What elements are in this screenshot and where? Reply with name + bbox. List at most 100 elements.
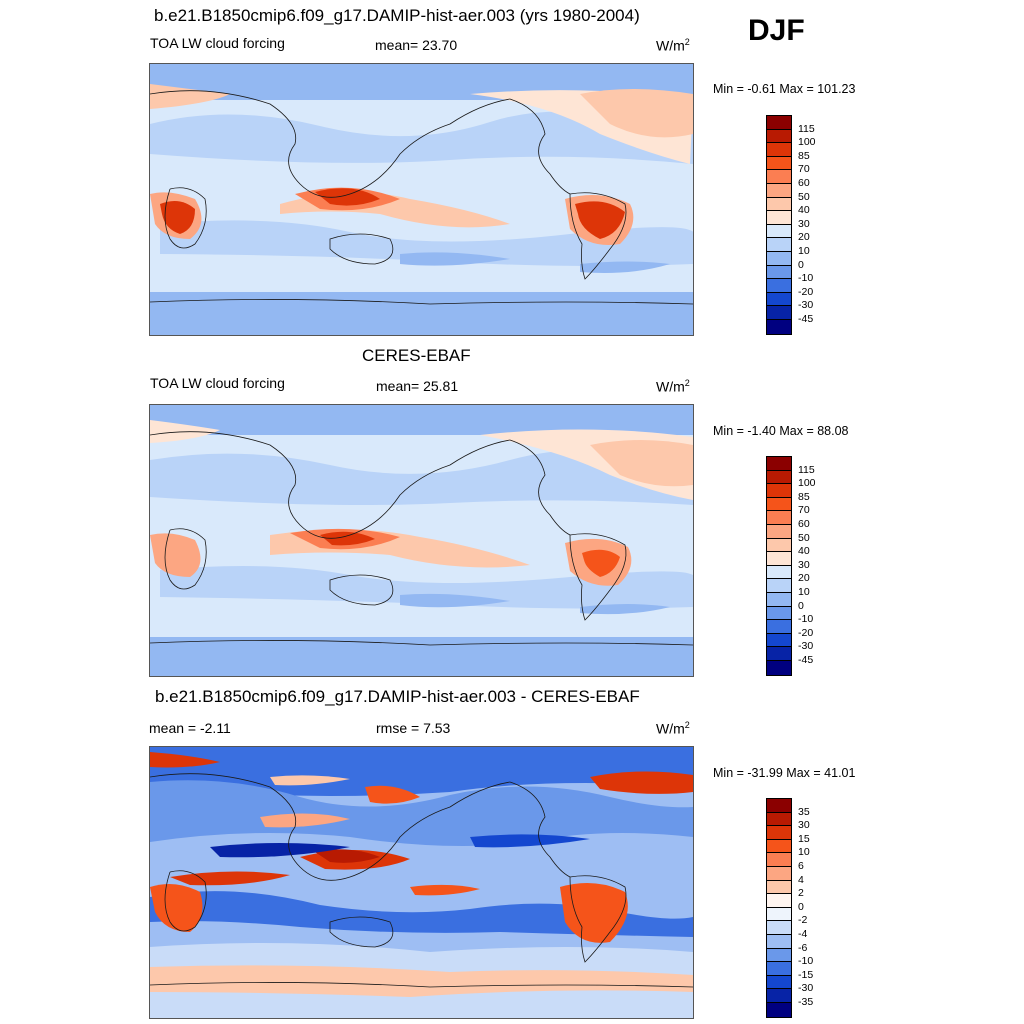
colorbar-tick-label: 10 xyxy=(798,245,810,257)
colorbar-tick-label: -35 xyxy=(798,996,814,1008)
colorbar-tick-label: 4 xyxy=(798,873,804,886)
colorbar-tick-label: -2 xyxy=(798,914,808,927)
colorbar-swatch xyxy=(767,224,791,239)
colorbar-swatch xyxy=(767,170,791,184)
colorbar-swatch xyxy=(767,538,791,553)
colorbar-swatch xyxy=(767,948,791,963)
panel1-minmax: Min = -0.61 Max = 101.23 xyxy=(713,82,856,96)
colorbar-tick-label: 30 xyxy=(798,558,810,571)
panel2-units: W/m2 xyxy=(656,378,690,395)
colorbar-tick-label: -45 xyxy=(798,313,814,325)
panel3-title: b.e21.B1850cmip6.f09_g17.DAMIP-hist-aer.… xyxy=(155,687,640,706)
colorbar-swatch xyxy=(767,907,791,922)
panel3-map xyxy=(149,746,694,1019)
colorbar-tick-label: -10 xyxy=(798,955,814,968)
colorbar-swatch xyxy=(767,799,791,813)
colorbar-tick-label: -30 xyxy=(798,982,814,995)
colorbar-tick-label: -15 xyxy=(798,968,814,981)
colorbar-swatch xyxy=(767,962,791,976)
colorbar-swatch xyxy=(767,497,791,512)
panel1-mean: mean= 23.70 xyxy=(375,37,458,53)
colorbar-swatch xyxy=(767,279,791,293)
colorbar-swatch xyxy=(767,511,791,525)
panel3-colorbar xyxy=(766,798,792,1018)
colorbar-tick-label: 40 xyxy=(798,204,810,217)
colorbar-swatch xyxy=(767,129,791,144)
colorbar-tick-label: 0 xyxy=(798,599,804,612)
colorbar-tick-label: 10 xyxy=(798,586,810,598)
colorbar-tick-label: 30 xyxy=(798,819,810,832)
colorbar-tick-label: 20 xyxy=(798,231,810,244)
panel3-minmax: Min = -31.99 Max = 41.01 xyxy=(713,766,856,780)
colorbar-swatch xyxy=(767,552,791,566)
panel3-units: W/m2 xyxy=(656,720,690,737)
colorbar-swatch xyxy=(767,989,791,1003)
colorbar-tick-label: 2 xyxy=(798,887,804,900)
colorbar-swatch xyxy=(767,319,791,334)
colorbar-swatch xyxy=(767,183,791,198)
colorbar-tick-label: 60 xyxy=(798,177,810,189)
colorbar-tick-label: 35 xyxy=(798,805,810,818)
colorbar-swatch xyxy=(767,880,791,895)
colorbar-tick-label: 0 xyxy=(798,900,804,913)
colorbar-tick-label: -45 xyxy=(798,654,814,666)
colorbar-swatch xyxy=(767,647,791,661)
panel1-variable-label: TOA LW cloud forcing xyxy=(150,35,285,51)
colorbar-tick-label: 100 xyxy=(798,477,816,490)
colorbar-tick-label: 50 xyxy=(798,190,810,203)
colorbar-swatch xyxy=(767,484,791,498)
colorbar-tick-label: 85 xyxy=(798,490,810,503)
panel1-units: W/m2 xyxy=(656,37,690,54)
colorbar-tick-label: -10 xyxy=(798,272,814,285)
colorbar-swatch xyxy=(767,143,791,157)
panel2-minmax: Min = -1.40 Max = 88.08 xyxy=(713,424,849,438)
colorbar-swatch xyxy=(767,934,791,949)
colorbar-tick-label: 30 xyxy=(798,217,810,230)
colorbar-swatch xyxy=(767,975,791,990)
colorbar-tick-label: -30 xyxy=(798,640,814,653)
panel1-map xyxy=(149,63,694,336)
panel1-colorbar xyxy=(766,115,792,335)
colorbar-swatch xyxy=(767,238,791,252)
colorbar-swatch xyxy=(767,457,791,471)
panel3-mean: mean = -2.11 xyxy=(149,720,231,736)
colorbar-tick-label: -20 xyxy=(798,626,814,639)
colorbar-swatch xyxy=(767,156,791,171)
colorbar-tick-label: 6 xyxy=(798,860,804,872)
colorbar-swatch xyxy=(767,894,791,908)
colorbar-swatch xyxy=(767,633,791,648)
colorbar-swatch xyxy=(767,812,791,827)
colorbar-swatch xyxy=(767,470,791,485)
colorbar-tick-label: -20 xyxy=(798,285,814,298)
colorbar-tick-label: 70 xyxy=(798,163,810,176)
colorbar-swatch xyxy=(767,292,791,307)
colorbar-tick-label: 60 xyxy=(798,518,810,530)
colorbar-swatch xyxy=(767,620,791,634)
colorbar-swatch xyxy=(767,921,791,935)
colorbar-tick-label: 115 xyxy=(798,122,815,135)
colorbar-tick-label: 10 xyxy=(798,846,810,859)
panel2-variable-label: TOA LW cloud forcing xyxy=(150,375,285,391)
panel1-title: b.e21.B1850cmip6.f09_g17.DAMIP-hist-aer.… xyxy=(154,6,640,25)
colorbar-swatch xyxy=(767,826,791,840)
colorbar-swatch xyxy=(767,839,791,854)
panel2-colorbar xyxy=(766,456,792,676)
panel3-rmse: rmse = 7.53 xyxy=(376,720,451,736)
colorbar-swatch xyxy=(767,197,791,212)
colorbar-tick-label: 115 xyxy=(798,463,815,476)
panel2-mean: mean= 25.81 xyxy=(376,378,459,394)
colorbar-swatch xyxy=(767,866,791,881)
colorbar-swatch xyxy=(767,606,791,621)
colorbar-swatch xyxy=(767,524,791,539)
colorbar-swatch xyxy=(767,116,791,130)
panel2-map xyxy=(149,404,694,677)
colorbar-tick-label: 0 xyxy=(798,258,804,271)
colorbar-tick-label: 40 xyxy=(798,545,810,558)
colorbar-tick-label: 20 xyxy=(798,572,810,585)
colorbar-tick-label: -10 xyxy=(798,613,814,626)
colorbar-swatch xyxy=(767,211,791,225)
colorbar-swatch xyxy=(767,579,791,593)
colorbar-tick-label: 85 xyxy=(798,149,810,162)
colorbar-tick-label: -30 xyxy=(798,299,814,312)
colorbar-tick-label: -4 xyxy=(798,928,808,940)
